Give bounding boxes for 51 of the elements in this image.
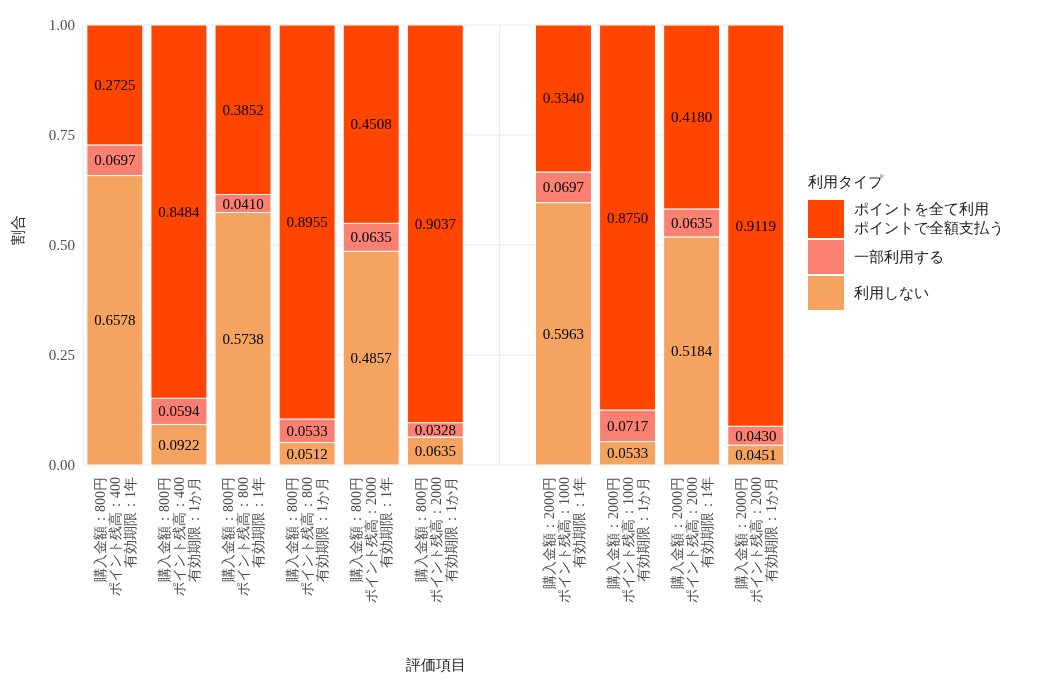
data-label: 0.9037: [414, 215, 457, 232]
data-label: 0.0533: [606, 445, 649, 462]
data-label: 0.8750: [606, 209, 649, 226]
data-label: 0.0594: [158, 403, 201, 420]
y-tick-label: 0.25: [48, 347, 75, 364]
x-tick-label: 購入金額：2000円ポイント残高：2000有効期限：1か月: [733, 477, 779, 603]
data-label: 0.0697: [542, 179, 585, 196]
y-tick-label: 0.75: [48, 127, 75, 144]
data-label: 0.9119: [735, 217, 777, 234]
x-tick-label: 購入金額：800円ポイント残高：400有効期限：1か月: [157, 477, 203, 596]
legend-title: 利用タイプ: [808, 173, 885, 192]
x-tick-label: 購入金額：800円ポイント残高：400有効期限：1年: [93, 477, 139, 596]
data-label: 0.0635: [671, 214, 713, 231]
legend-label: 一部利用する: [854, 247, 944, 267]
data-label: 0.5963: [542, 325, 585, 342]
data-label: 0.4857: [350, 350, 393, 367]
y-axis-title: 割合: [9, 215, 28, 245]
y-tick-label: 0.00: [48, 457, 75, 474]
data-label: 0.4508: [350, 116, 392, 133]
data-label: 0.8955: [286, 214, 328, 231]
y-tick-label: 1.00: [48, 17, 75, 34]
data-label: 0.2725: [94, 76, 136, 93]
data-label: 0.0512: [286, 445, 328, 462]
x-tick-label: 購入金額：2000円ポイント残高：1000有効期限：1か月: [605, 477, 651, 603]
x-tick-label: 購入金額：2000円ポイント残高：1000有効期限：1年: [541, 477, 587, 603]
data-label: 0.0430: [735, 427, 777, 444]
data-label: 0.0410: [222, 195, 264, 212]
data-label: 0.6578: [94, 312, 136, 329]
legend-label: 利用しない: [854, 283, 929, 303]
x-tick-label: 購入金額：800円ポイント残高：2000有効期限：1年: [349, 477, 395, 603]
data-label: 0.0451: [735, 447, 777, 464]
data-label: 0.0533: [286, 422, 328, 439]
data-label: 0.0717: [606, 417, 649, 434]
data-label: 0.5184: [671, 342, 713, 359]
data-label: 0.8484: [158, 203, 201, 220]
data-label: 0.0697: [94, 152, 136, 169]
y-tick-label: 0.50: [48, 237, 75, 254]
text: ポイントを全て利用ポイントで全額支払う: [854, 200, 1004, 238]
data-label: 0.3340: [542, 90, 585, 107]
data-label: 0.0922: [158, 436, 200, 453]
data-label: 0.5738: [222, 330, 264, 347]
x-tick-label: 購入金額：800円ポイント残高：2000有効期限：1か月: [413, 477, 459, 603]
x-tick-label: 購入金額：800円ポイント残高：800有効期限：1か月: [285, 477, 331, 596]
data-label: 0.3852: [222, 101, 264, 118]
data-label: 0.4180: [671, 109, 713, 125]
x-tick-label: 購入金額：2000円ポイント残高：2000有効期限：1年: [669, 477, 715, 603]
x-tick-label: 購入金額：800円ポイント残高：800有効期限：1年: [221, 477, 267, 596]
data-label: 0.0328: [414, 421, 456, 438]
data-label: 0.0635: [350, 229, 392, 246]
data-label: 0.0635: [414, 443, 456, 460]
x-axis-title: 評価項目: [405, 656, 466, 674]
